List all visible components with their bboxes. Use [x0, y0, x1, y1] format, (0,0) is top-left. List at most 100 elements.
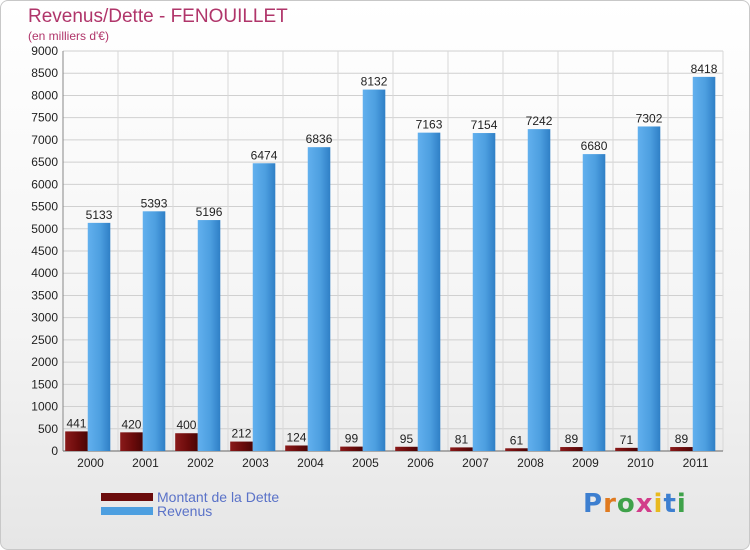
- data-label-revenus-2003: 6474: [251, 148, 278, 162]
- data-label-dette-2004: 124: [286, 430, 306, 444]
- data-label-revenus-2002: 5196: [196, 205, 223, 219]
- y-tick-label: 4000: [31, 266, 58, 280]
- x-tick-label-2010: 2010: [627, 456, 654, 470]
- y-tick-label: 1000: [31, 400, 58, 414]
- y-tick-label: 1500: [31, 377, 58, 391]
- data-label-revenus-2009: 6680: [581, 139, 608, 153]
- data-label-dette-2003: 212: [231, 427, 251, 441]
- legend-item-revenus: Revenus: [101, 503, 212, 519]
- y-tick-label: 9000: [31, 44, 58, 58]
- bar-revenus-2001: [142, 211, 166, 451]
- data-label-revenus-2010: 7302: [636, 111, 663, 125]
- x-tick-label-2007: 2007: [462, 456, 489, 470]
- data-label-dette-2005: 99: [345, 432, 359, 446]
- data-label-dette-2007: 81: [455, 432, 469, 446]
- y-tick-label: 2000: [31, 355, 58, 369]
- bar-revenus-2006: [417, 132, 441, 451]
- bar-dette-2008: [505, 448, 528, 451]
- logo-letter: x: [635, 489, 654, 519]
- x-tick-label-2003: 2003: [242, 456, 269, 470]
- bar-dette-2009: [560, 447, 583, 451]
- y-tick-label: 6000: [31, 177, 58, 191]
- y-tick-label: 5500: [31, 200, 58, 214]
- y-tick-label: 2500: [31, 333, 58, 347]
- legend-label-dette: Montant de la Dette: [157, 489, 280, 505]
- x-tick-label-2006: 2006: [407, 456, 434, 470]
- logo-letter: o: [616, 489, 636, 519]
- y-tick-label: 5000: [31, 222, 58, 236]
- data-label-revenus-2006: 7163: [416, 118, 443, 132]
- bar-dette-2005: [340, 446, 363, 451]
- data-label-dette-2009: 89: [565, 432, 579, 446]
- chart-title: Revenus/Dette - FENOUILLET: [28, 6, 288, 27]
- bar-dette-2007: [450, 447, 473, 451]
- data-label-revenus-2001: 5393: [141, 196, 168, 210]
- bar-dette-2011: [670, 447, 693, 451]
- legend-item-dette: Montant de la Dette: [101, 489, 279, 505]
- chart-subtitle: (en milliers d'€): [28, 29, 109, 43]
- data-label-revenus-2011: 8418: [691, 62, 718, 76]
- x-tick-label-2008: 2008: [517, 456, 544, 470]
- legend-swatch-revenus: [101, 507, 153, 515]
- y-tick-label: 6500: [31, 155, 58, 169]
- x-tick-label-2001: 2001: [132, 456, 159, 470]
- legend-swatch-dette: [101, 493, 153, 501]
- bar-dette-2006: [395, 446, 418, 451]
- bar-dette-2001: [120, 432, 143, 451]
- data-labels: 441 5133 420 5393 400 5196 212 6474 124 6836 99 813…: [66, 62, 717, 447]
- bar-revenus-2000: [87, 222, 111, 451]
- data-label-dette-2008: 61: [510, 433, 524, 447]
- proxiti-logo: Proxiti: [583, 489, 687, 519]
- y-tick-label: 8500: [31, 66, 58, 80]
- bar-revenus-2002: [197, 220, 221, 451]
- data-label-revenus-2008: 7242: [526, 114, 553, 128]
- bar-dette-2002: [175, 433, 198, 451]
- y-tick-label: 7500: [31, 111, 58, 125]
- bar-revenus-2011: [692, 76, 716, 451]
- data-label-dette-2010: 71: [620, 433, 634, 447]
- bar-revenus-2008: [527, 129, 551, 451]
- y-tick-label: 4500: [31, 244, 58, 258]
- x-tick-label-2011: 2011: [683, 456, 709, 470]
- data-label-revenus-2007: 7154: [471, 118, 498, 132]
- bar-revenus-2007: [472, 133, 496, 452]
- logo-letter: P: [583, 489, 604, 519]
- bar-revenus-2005: [362, 89, 386, 452]
- bar-revenus-2010: [637, 126, 661, 451]
- x-tick-label-2005: 2005: [352, 456, 379, 470]
- bars: [65, 76, 716, 452]
- x-tick-label-2000: 2000: [77, 456, 104, 470]
- data-label-revenus-2005: 8132: [361, 75, 388, 89]
- y-tick-label: 8000: [31, 88, 58, 102]
- logo-letter: t: [663, 489, 677, 519]
- bar-dette-2010: [615, 447, 638, 451]
- bar-revenus-2009: [582, 154, 606, 451]
- data-label-dette-2000: 441: [66, 416, 86, 430]
- legend-label-revenus: Revenus: [157, 503, 213, 519]
- data-label-dette-2006: 95: [400, 432, 414, 446]
- x-tick-label-2004: 2004: [297, 456, 324, 470]
- x-tick-label-2002: 2002: [187, 456, 214, 470]
- y-tick-label: 500: [38, 422, 58, 436]
- bar-revenus-2004: [307, 147, 331, 451]
- logo-letter: i: [653, 489, 664, 519]
- bar-dette-2003: [230, 441, 253, 451]
- axes: 0 500 1000 1500 2000 2500 3000 3500 4000 4500 5000…: [31, 44, 723, 470]
- data-label-revenus-2000: 5133: [86, 208, 113, 222]
- data-label-dette-2011: 89: [675, 432, 689, 446]
- y-tick-label: 3500: [31, 288, 58, 302]
- logo-letter: r: [603, 489, 617, 519]
- data-label-dette-2002: 400: [176, 418, 196, 432]
- bar-revenus-2003: [252, 163, 276, 451]
- bar-dette-2004: [285, 445, 308, 451]
- x-tick-label-2009: 2009: [572, 456, 599, 470]
- y-tick-label: 7000: [31, 133, 58, 147]
- data-label-dette-2001: 420: [121, 417, 141, 431]
- bar-dette-2000: [65, 431, 88, 451]
- y-tick-label: 3000: [31, 311, 58, 325]
- data-label-revenus-2004: 6836: [306, 132, 333, 146]
- y-tick-label: 0: [51, 444, 58, 458]
- logo-letter: i: [676, 489, 687, 519]
